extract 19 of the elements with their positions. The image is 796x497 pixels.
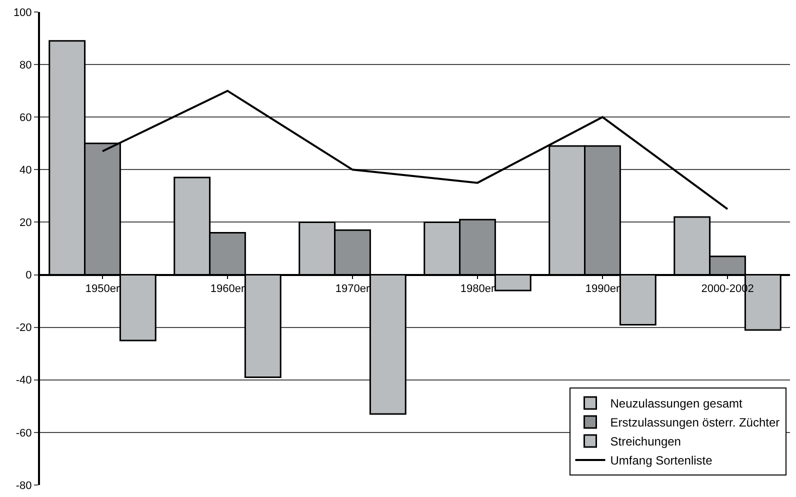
y-tick-label: 40 <box>20 164 32 177</box>
y-tick-label: -20 <box>16 322 32 334</box>
y-tick-label: -60 <box>16 427 32 440</box>
legend-label: Streichungen <box>610 434 681 449</box>
legend-label: Erstzulassungen österr. Züchter <box>610 416 780 430</box>
y-tick-label: 80 <box>20 59 32 72</box>
y-tick-label: -80 <box>16 480 32 492</box>
legend-label: Umfang Sortenliste <box>610 454 713 468</box>
y-tick-label: 100 <box>13 6 32 19</box>
x-tick-label: 1990er <box>585 282 620 295</box>
x-tick-label: 1970er <box>335 282 370 295</box>
x-tick-label: 1950er <box>85 282 120 295</box>
y-tick-label: 60 <box>20 112 32 124</box>
y-tick-label: 20 <box>20 217 32 230</box>
y-tick-label: -40 <box>16 374 32 387</box>
y-tick-label: 0 <box>26 270 32 282</box>
x-tick-label: 1980er <box>460 282 495 295</box>
legend-label: Neuzulassungen gesamt <box>610 396 743 411</box>
x-tick-label: 1960er <box>210 282 245 295</box>
